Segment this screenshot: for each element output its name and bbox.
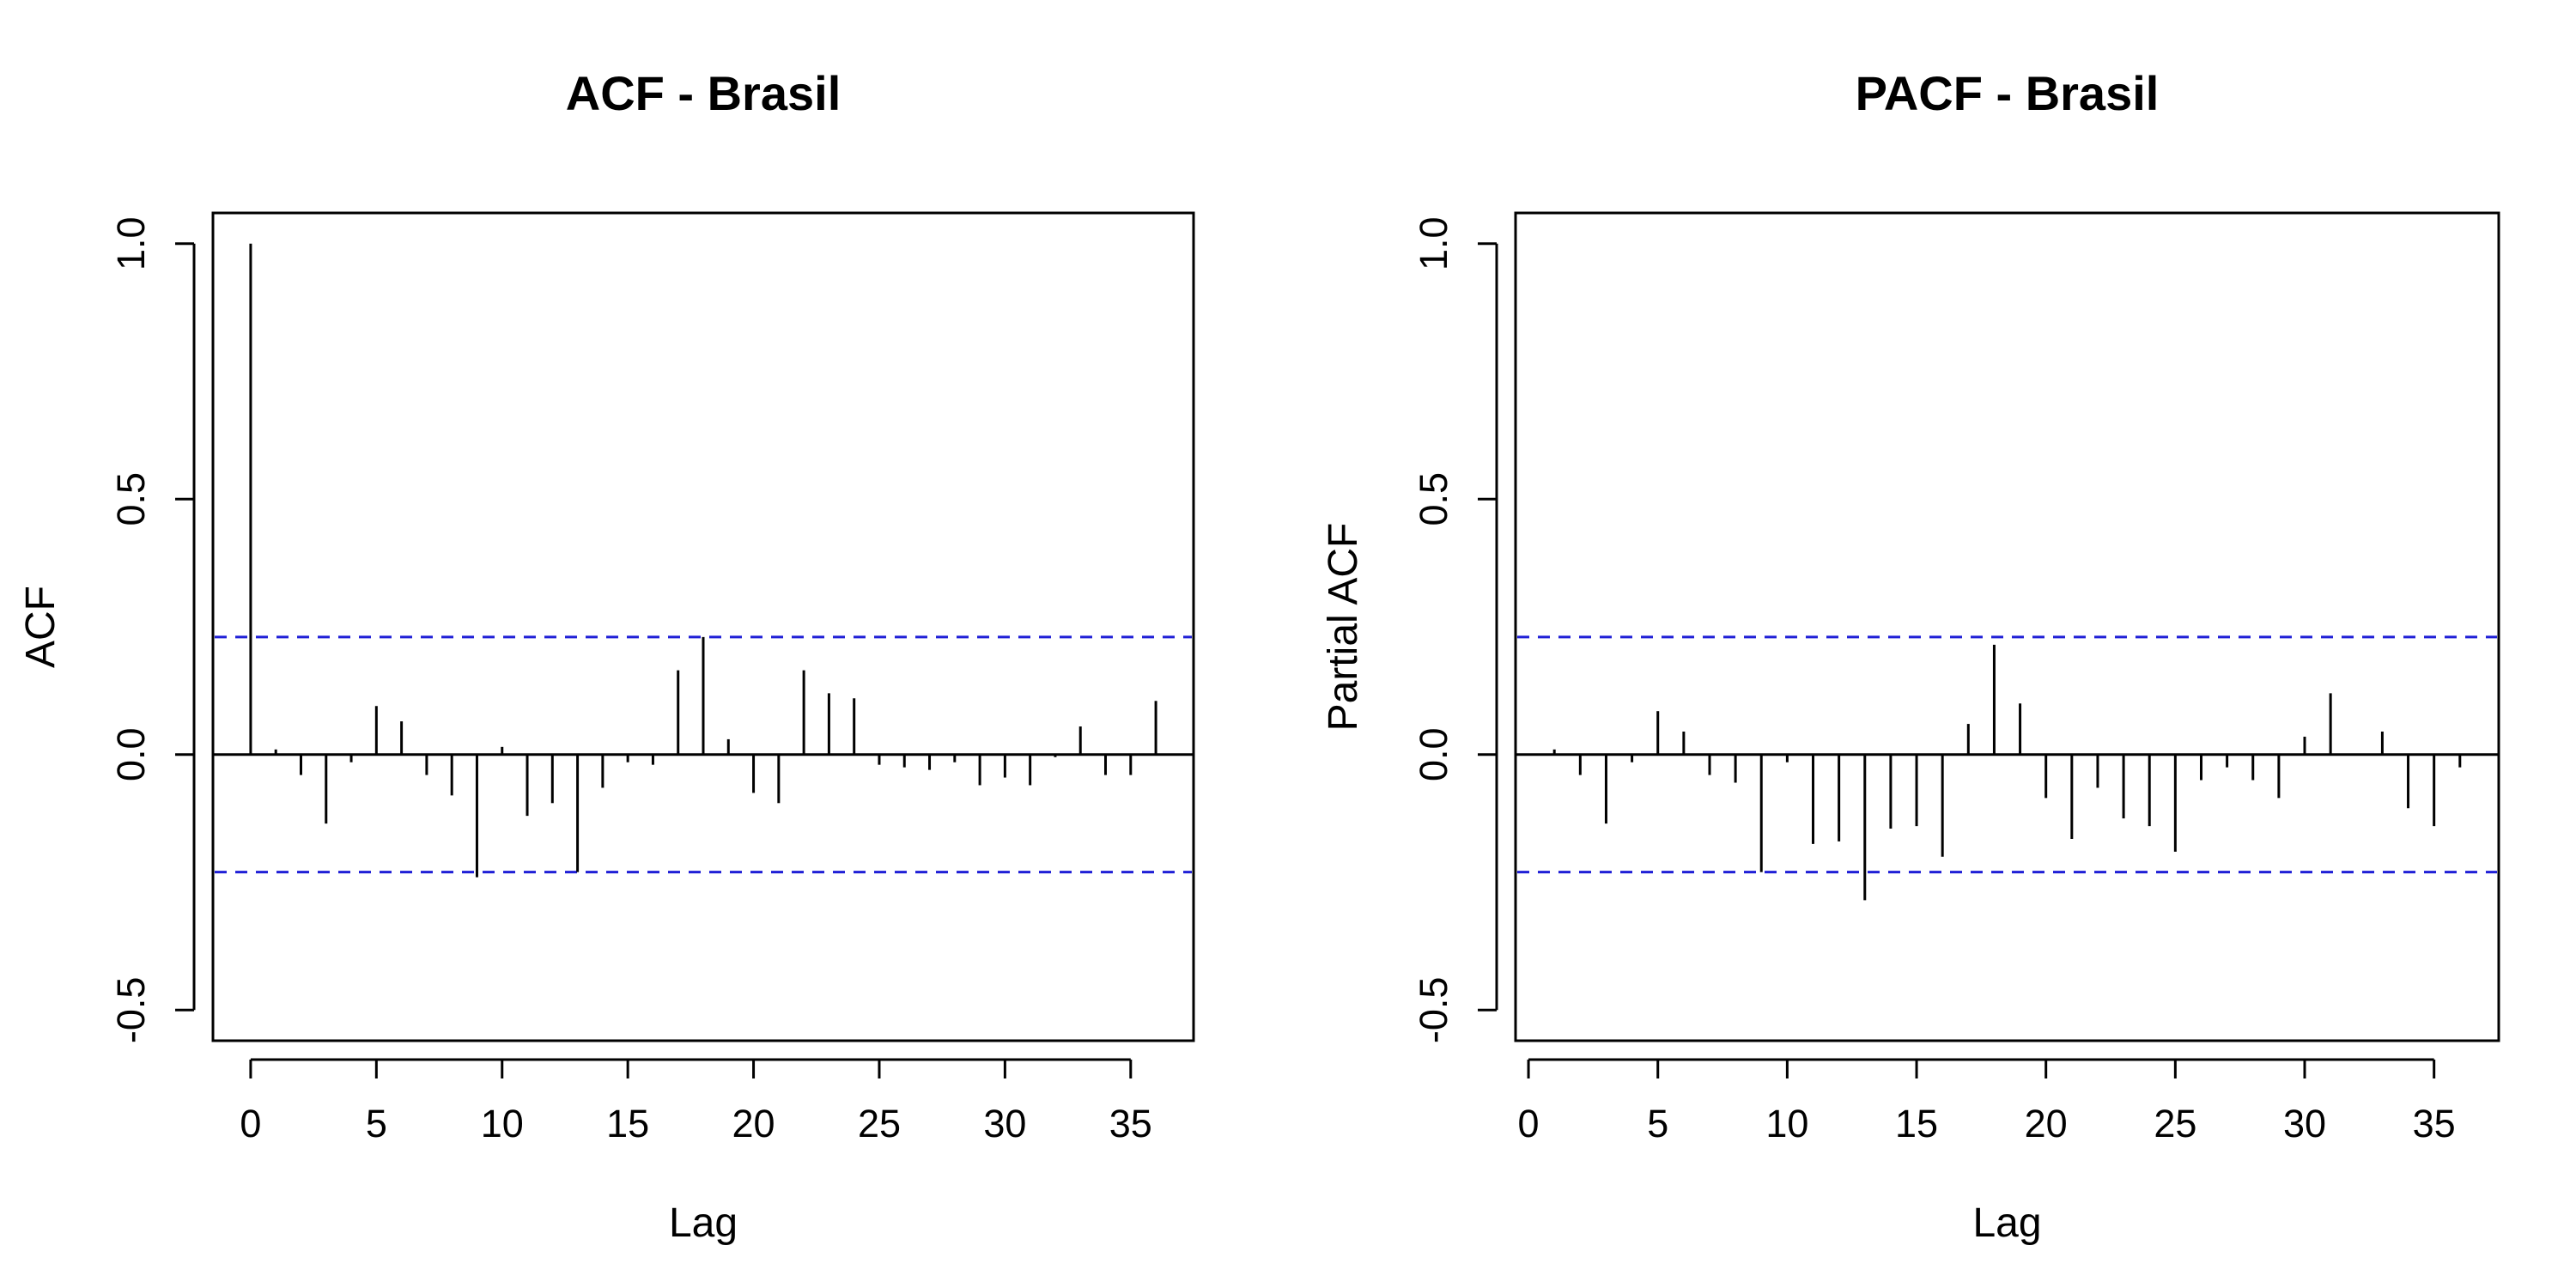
- pacf-y-axis-label: Partial ACF: [1321, 523, 1366, 732]
- pacf-x-tick-label: 30: [2283, 1102, 2326, 1145]
- pacf-x-tick-label: 0: [1518, 1102, 1540, 1145]
- acf-plot-frame: [211, 211, 1195, 1042]
- pacf-y-tick-label: 0.0: [1412, 727, 1455, 781]
- pacf-y-tick-label: -0.5: [1412, 977, 1455, 1044]
- acf-x-tick-label: 30: [983, 1102, 1026, 1145]
- pacf-x-axis-label: Lag: [1972, 1200, 2041, 1246]
- acf-x-tick-label: 0: [240, 1102, 261, 1145]
- acf-panel: ACF - Brasil Lag ACF 0 5 10 15 20 25 30 35 -0.5…: [18, 66, 1195, 1246]
- acf-x-tick-label: 25: [858, 1102, 901, 1145]
- acf-bars: [249, 243, 1157, 878]
- pacf-y-tick-label: 1.0: [1412, 216, 1455, 270]
- acf-y-tick-label: 1.0: [109, 216, 153, 270]
- pacf-title: PACF - Brasil: [1856, 66, 2160, 120]
- pacf-y-tick-label: 0.5: [1412, 472, 1455, 526]
- pacf-x-tick-label: 5: [1647, 1102, 1668, 1145]
- pacf-bars: [1552, 644, 2462, 901]
- pacf-x-tick-label: 15: [1895, 1102, 1938, 1145]
- acf-x-tick-label: 5: [366, 1102, 387, 1145]
- pacf-x-tick-label: 10: [1765, 1102, 1808, 1145]
- pacf-panel: PACF - Brasil Lag Partial ACF 0 5 10 15 20 25…: [1321, 66, 2500, 1246]
- acf-y-tick-label: -0.5: [109, 977, 153, 1044]
- acf-y-tick-label: 0.0: [109, 727, 153, 781]
- acf-x-axis: 0 5 10 15 20 25 30 35: [240, 1058, 1152, 1145]
- pacf-x-tick-label: 20: [2025, 1102, 2068, 1145]
- acf-x-tick-label: 15: [606, 1102, 649, 1145]
- acf-x-tick-label: 35: [1109, 1102, 1152, 1145]
- pacf-x-tick-label: 35: [2413, 1102, 2456, 1145]
- acf-x-tick-label: 20: [732, 1102, 775, 1145]
- acf-x-tick-label: 10: [481, 1102, 524, 1145]
- pacf-y-axis: -0.5 0.0 0.5 1.0: [1412, 216, 1498, 1044]
- acf-title: ACF - Brasil: [566, 66, 841, 120]
- pacf-plot-frame: [1514, 211, 2500, 1042]
- pacf-x-tick-label: 25: [2154, 1102, 2196, 1145]
- acf-y-tick-label: 0.5: [109, 472, 153, 526]
- acf-y-axis: -0.5 0.0 0.5 1.0: [109, 216, 196, 1044]
- acf-y-axis-label: ACF: [18, 586, 64, 668]
- pacf-x-axis: 0 5 10 15 20 25 30 35: [1518, 1058, 2456, 1145]
- acf-x-axis-label: Lag: [669, 1200, 738, 1246]
